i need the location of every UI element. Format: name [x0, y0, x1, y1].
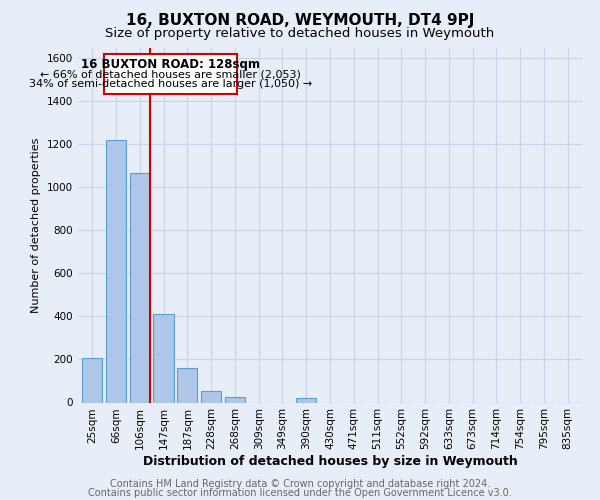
- Text: 16 BUXTON ROAD: 128sqm: 16 BUXTON ROAD: 128sqm: [81, 58, 260, 71]
- Bar: [106, 140, 126, 402]
- Bar: [130, 174, 150, 402]
- Bar: [177, 368, 197, 402]
- Bar: [296, 398, 316, 402]
- Text: 16, BUXTON ROAD, WEYMOUTH, DT4 9PJ: 16, BUXTON ROAD, WEYMOUTH, DT4 9PJ: [126, 12, 474, 28]
- Text: Contains public sector information licensed under the Open Government Licence v3: Contains public sector information licen…: [88, 488, 512, 498]
- Text: 34% of semi-detached houses are larger (1,050) →: 34% of semi-detached houses are larger (…: [29, 80, 312, 90]
- Y-axis label: Number of detached properties: Number of detached properties: [31, 138, 41, 312]
- Bar: [154, 314, 173, 402]
- X-axis label: Distribution of detached houses by size in Weymouth: Distribution of detached houses by size …: [143, 455, 517, 468]
- Bar: [82, 358, 103, 403]
- Bar: [201, 390, 221, 402]
- FancyBboxPatch shape: [104, 54, 237, 94]
- Bar: [225, 397, 245, 402]
- Text: Size of property relative to detached houses in Weymouth: Size of property relative to detached ho…: [106, 28, 494, 40]
- Text: ← 66% of detached houses are smaller (2,053): ← 66% of detached houses are smaller (2,…: [40, 69, 301, 79]
- Text: Contains HM Land Registry data © Crown copyright and database right 2024.: Contains HM Land Registry data © Crown c…: [110, 479, 490, 489]
